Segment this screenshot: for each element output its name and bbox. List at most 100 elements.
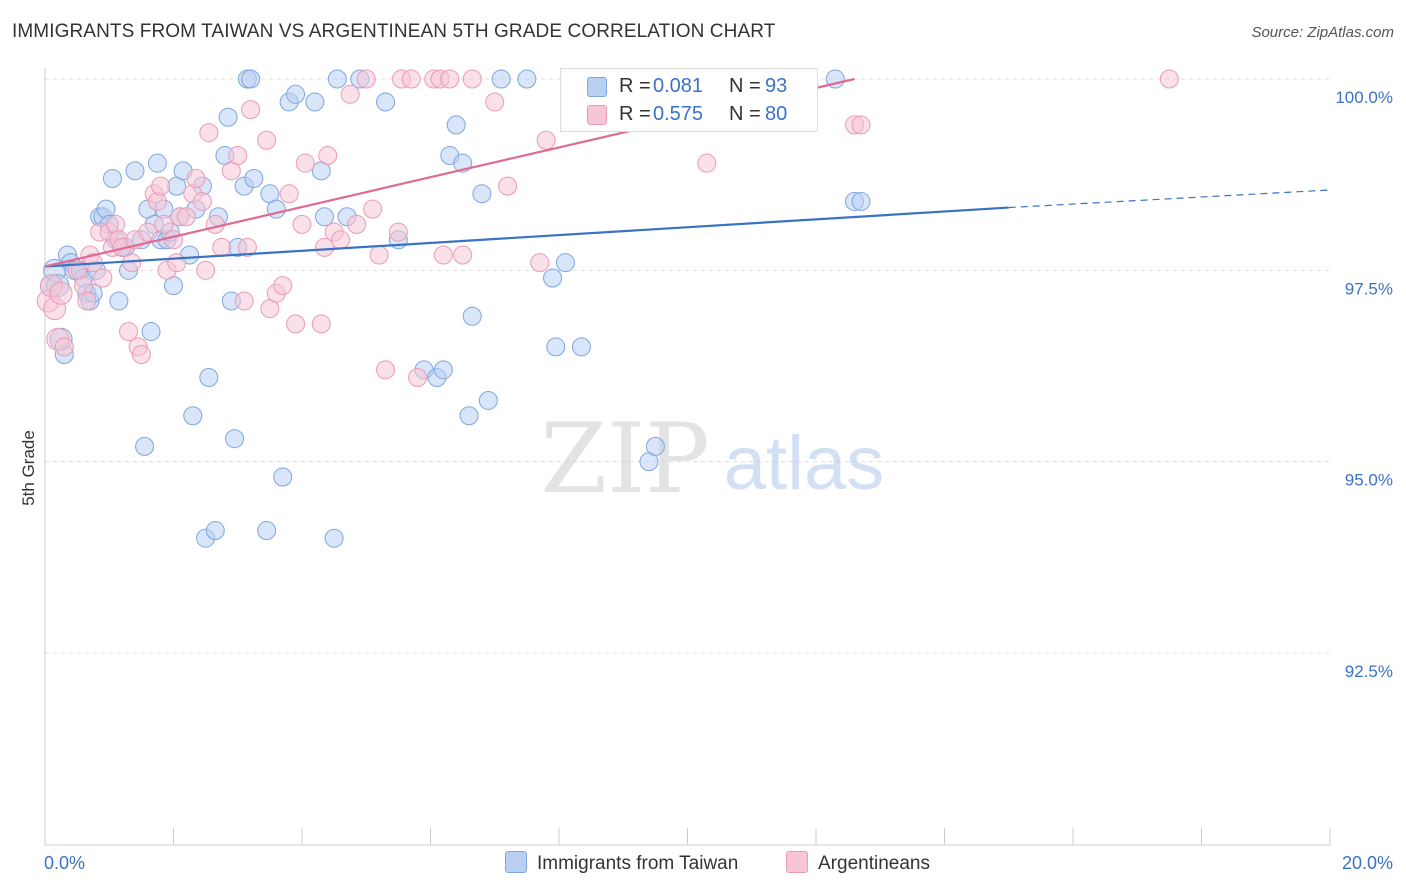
argentineans-point [530,253,550,273]
taiwan-point [135,436,155,456]
argentineans-point [164,230,183,250]
argentineans-point [363,199,383,219]
argentineans-point [1159,69,1179,89]
stats-box: R = 0.081 N = 93 R = 0.575 N = 80 [560,68,818,132]
taiwan-point [305,92,325,112]
argentineans-point [295,153,315,173]
chart-title: IMMIGRANTS FROM TAIWAN VS ARGENTINEAN 5T… [12,21,776,42]
argentineans-point [453,245,473,265]
argentineans-point [167,253,187,273]
legend-item-taiwan[interactable]: Immigrants from Taiwan [505,851,738,877]
taiwan-point [241,69,261,89]
argentineans-point [408,367,428,387]
legend-label-argentineans: Argentineans [818,853,930,874]
argentineans-point [273,276,293,296]
taiwan-point [141,322,161,342]
legend-item-argentineans[interactable]: Argentineans [786,851,930,877]
taiwan-point [244,168,264,188]
argentineans-point [119,322,139,342]
taiwan-point [96,199,116,219]
taiwan-point [462,306,482,326]
taiwan-point [183,406,203,426]
argentineans-point [241,100,261,120]
argentineans-point [286,314,306,334]
taiwan-point [446,115,466,135]
taiwan-point [102,168,122,188]
argentineans-point [440,69,460,89]
y-tick-label: 100.0% [1335,88,1393,107]
argentineans-point [388,222,408,242]
r-label: R = [619,103,651,125]
argentineans-point [314,237,334,257]
legend-label-taiwan: Immigrants from Taiwan [537,853,739,874]
argentineans-point [234,291,254,311]
taiwan-point [478,390,498,410]
y-axis-label: 5th Grade [19,430,38,506]
argentineans-point [228,146,248,166]
argentineans-point [331,230,351,250]
watermark: ZIP atlas [540,403,884,515]
argentineans-point [131,345,151,365]
taiwan-point [472,184,492,204]
taiwan-point [546,337,566,357]
y-tick-label: 97.5% [1345,279,1393,298]
x-tick-label: 20.0% [1342,853,1393,873]
argentineans-point [318,146,338,166]
argentineans-point [292,214,312,234]
axes [44,68,1331,846]
legend-swatch-taiwan [505,851,527,873]
taiwan-point [218,107,238,127]
taiwan-point [257,521,277,541]
taiwan-point [517,69,537,89]
argentineans-point [196,260,216,280]
r-label: R = [619,75,651,97]
argentineans-point [485,92,505,112]
taiwan-point [324,528,344,548]
argentineans-point [376,360,396,380]
taiwan-point [555,253,575,273]
argentineans-point [212,237,232,257]
n-label: N = [729,75,761,97]
taiwan-point [199,367,219,387]
argentineans-point [186,168,206,188]
argentineans-point [93,268,113,288]
watermark-zip: ZIP [540,403,709,515]
argentineans-point [356,69,376,89]
argentineans-point [77,291,97,311]
argentineans-point [462,69,482,89]
argentineans-point [192,191,212,211]
watermark-atlas: atlas [724,421,885,506]
taiwan-point [225,429,245,449]
taiwan-point [571,337,591,357]
argentineans-point [311,314,331,334]
taiwan-point [205,521,225,541]
n-label: N = [729,103,761,125]
legend-swatch-argentineans [786,851,808,873]
argentineans-point [401,69,421,89]
taiwan-point [314,207,334,227]
argentineans-point [498,176,518,196]
argentineans-point [74,276,94,296]
argentineans-point [154,214,174,234]
argentineans-point [369,245,389,265]
argentineans-point [147,191,167,211]
argentineans-point [199,123,219,143]
data-points [36,69,1179,548]
argentineans-point [257,130,277,150]
taiwan-point [459,406,479,426]
taiwan-trend-extension [1008,189,1331,209]
r-value: 0.575 [653,103,704,125]
taiwan-point [543,268,563,288]
argentineans-point [176,207,196,227]
taiwan-swatch [587,77,607,97]
argentineans-point [347,214,367,234]
argentineans-point [851,115,871,135]
argentineans-point [54,337,74,357]
argentineans-swatch [587,105,607,125]
taiwan-point [125,161,145,181]
taiwan-point [851,191,871,211]
taiwan-point [286,84,306,104]
argentineans-point [237,237,257,257]
argentineans-point [138,222,158,242]
